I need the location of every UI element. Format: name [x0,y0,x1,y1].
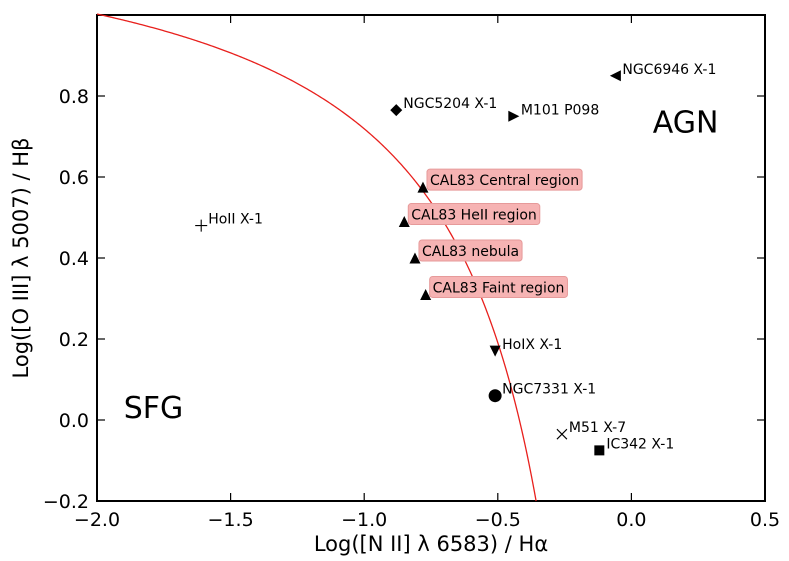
point-cal83-heii-region: CAL83 HeII region [398,203,541,228]
marker-ngc5204-x-1 [390,104,403,117]
label-ngc5204-x-1: NGC5204 X-1 [403,96,497,112]
label-cal83-nebula: CAL83 nebula [422,244,519,260]
x-tick-label: −1.5 [208,509,254,531]
label-ic342-x-1: IC342 X-1 [606,436,674,452]
point-ngc5204-x-1: NGC5204 X-1 [390,96,497,117]
marker-cal83-faint-region [420,288,432,300]
y-tick-label: 0.0 [59,410,89,432]
y-tick-label: 0.8 [59,86,89,108]
region-label-sfg: SFG [124,391,184,426]
marker-m101-p098 [508,110,520,122]
point-hoix-x-1: HoIX X-1 [489,337,562,357]
point-ngc7331-x-1: NGC7331 X-1 [488,382,596,403]
points-layer: NGC6946 X-1 NGC5204 X-1 M101 P098 CAL83 Cen… [195,62,716,456]
point-m51-x-7: M51 X-7 [556,420,626,440]
label-m101-p098: M101 P098 [521,102,599,118]
label-cal83-heii-region: CAL83 HeII region [411,208,537,224]
marker-ic342-x-1 [594,445,605,456]
marker-cal83-nebula [409,252,421,264]
x-tick-label: −1.0 [341,509,387,531]
label-cal83-central-region: CAL83 Central region [430,173,579,189]
y-tick-label: 0.4 [59,248,89,270]
label-m51-x-7: M51 X-7 [569,420,626,436]
marker-hoix-x-1 [489,345,501,357]
y-tick-label: 0.6 [59,167,89,189]
point-cal83-central-region: CAL83 Central region [417,168,583,193]
x-tick-label: −0.5 [475,509,521,531]
regions-layer: AGN SFG [124,105,719,426]
marker-cal83-central-region [417,181,429,193]
point-cal83-nebula: CAL83 nebula [409,239,523,264]
ticks: −2.0 −1.5 −1.0 −0.5 0.0 0.5 −0.2 0.0 0.2 0.4 0.6 0.… [43,15,780,531]
marker-ngc6946-x-1 [609,70,621,82]
marker-cal83-heii-region [398,216,410,228]
marker-m51-x-7 [556,428,568,440]
x-tick-label: 0.0 [616,509,646,531]
label-highlight [429,275,568,298]
label-hoix-x-1: HoIX X-1 [502,337,562,353]
label-ngc6946-x-1: NGC6946 X-1 [622,62,716,78]
point-hoii-x-1: HoII X-1 [195,212,263,232]
point-ic342-x-1: IC342 X-1 [594,436,674,456]
x-tick-label: −2.0 [74,509,120,531]
point-ngc6946-x-1: NGC6946 X-1 [609,62,716,82]
label-highlight [407,203,541,226]
region-label-agn: AGN [653,105,719,140]
label-cal83-faint-region: CAL83 Faint region [433,280,565,296]
label-highlight [426,168,583,191]
label-highlight [418,239,523,262]
y-axis-label: Log([O III] λ 5007) / Hβ [9,138,33,379]
label-ngc7331-x-1: NGC7331 X-1 [502,382,596,398]
x-axis-label: Log([N II] λ 6583) / Hα [314,532,548,556]
point-cal83-faint-region: CAL83 Faint region [420,275,568,300]
y-tick-label: −0.2 [43,491,89,513]
x-tick-label: 0.5 [750,509,780,531]
point-m101-p098: M101 P098 [508,102,599,122]
y-tick-label: 0.2 [59,329,89,351]
marker-ngc7331-x-1 [488,389,502,403]
label-hoii-x-1: HoII X-1 [208,212,263,228]
marker-hoii-x-1 [195,219,208,232]
